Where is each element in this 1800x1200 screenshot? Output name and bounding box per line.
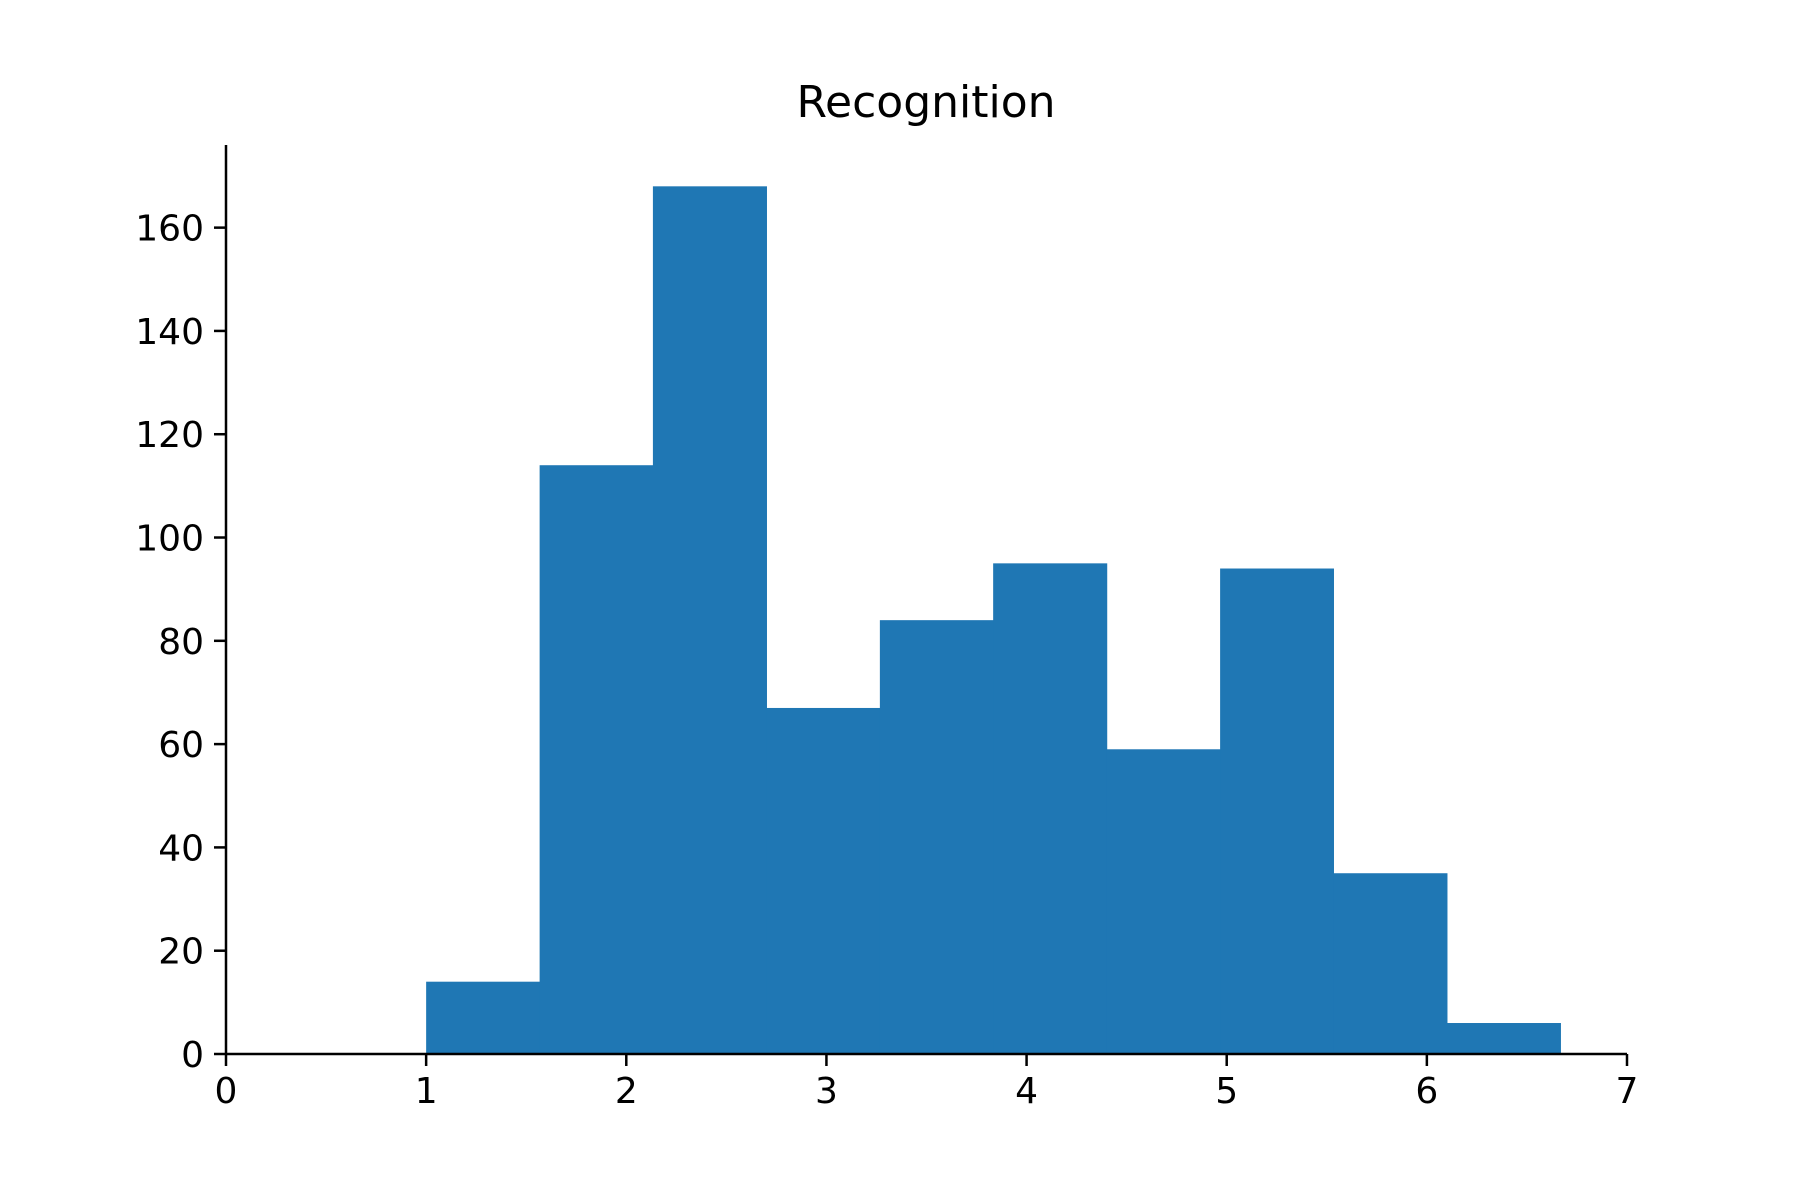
- histogram-bar-3: [652, 186, 767, 1054]
- x-axis: 0 1 2 3 4 5 6 7: [215, 1052, 1639, 1112]
- y-tick-label: 40: [158, 828, 204, 869]
- histogram-bar-10: [1446, 1023, 1561, 1054]
- x-tick-label: 3: [815, 1071, 838, 1112]
- y-tick-label: 120: [135, 415, 204, 456]
- y-tick-label: 80: [158, 622, 204, 663]
- y-tick-label: 20: [158, 932, 204, 973]
- histogram-bar-7: [1106, 749, 1221, 1054]
- histogram-bar-8: [1220, 568, 1334, 1054]
- x-tick-label: 1: [415, 1071, 438, 1112]
- histogram-bar-4: [766, 707, 881, 1054]
- y-tick-label: 0: [181, 1035, 204, 1076]
- histogram-bar-2: [539, 465, 654, 1054]
- y-tick-label: 160: [135, 209, 204, 250]
- x-tick-label: 4: [1015, 1071, 1038, 1112]
- histogram-bar-6: [993, 563, 1108, 1054]
- y-tick-label: 140: [135, 312, 204, 353]
- y-tick-label: 60: [158, 725, 204, 766]
- x-tick-label: 0: [215, 1071, 238, 1112]
- y-tick-label: 100: [135, 519, 204, 560]
- x-tick-label: 7: [1616, 1071, 1639, 1112]
- y-axis: 0 20 40 60 80 100 120 140 160: [135, 145, 228, 1076]
- chart-title: Recognition: [796, 77, 1055, 128]
- bars-group: [426, 186, 1561, 1054]
- histogram-bar-1: [426, 981, 541, 1054]
- histogram-bar-9: [1333, 873, 1448, 1054]
- x-tick-label: 6: [1415, 1071, 1438, 1112]
- x-tick-label: 2: [615, 1071, 638, 1112]
- x-tick-label: 5: [1215, 1071, 1238, 1112]
- histogram-bar-5: [879, 620, 994, 1054]
